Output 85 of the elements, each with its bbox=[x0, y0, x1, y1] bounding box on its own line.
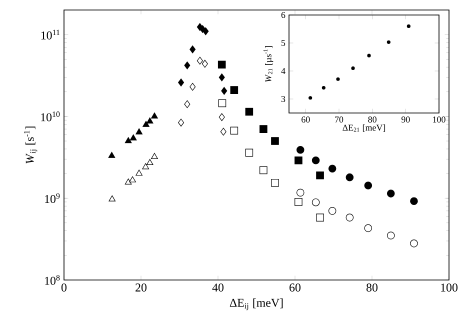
x-tick-label: 100 bbox=[441, 284, 458, 292]
point bbox=[294, 198, 302, 206]
point bbox=[129, 176, 136, 182]
x-tick-label: 90 bbox=[401, 116, 410, 123]
x-tick-label: 60 bbox=[302, 116, 310, 123]
point bbox=[190, 82, 196, 91]
point bbox=[151, 112, 158, 119]
point bbox=[221, 87, 228, 95]
x-tick-label: 40 bbox=[212, 284, 224, 292]
point bbox=[151, 152, 158, 159]
point bbox=[271, 137, 279, 145]
point bbox=[386, 40, 390, 44]
point bbox=[410, 197, 418, 206]
x-tick-label: 100 bbox=[433, 116, 446, 123]
point bbox=[296, 188, 304, 197]
point bbox=[322, 86, 326, 90]
point bbox=[245, 108, 254, 116]
point bbox=[312, 156, 320, 164]
y-axis-title: W$_{ij}$ [s$^{-1}$] bbox=[24, 126, 38, 164]
point bbox=[351, 66, 355, 70]
x-axis-title: ΔE$_{21}$ [meV] bbox=[342, 124, 386, 132]
point bbox=[230, 126, 238, 135]
point bbox=[202, 60, 208, 68]
point bbox=[124, 137, 132, 144]
point bbox=[316, 172, 324, 180]
point bbox=[142, 163, 150, 170]
point bbox=[406, 24, 410, 28]
point bbox=[142, 120, 150, 127]
y-tick-label: 6 bbox=[281, 12, 286, 18]
point bbox=[190, 45, 196, 54]
point bbox=[346, 173, 354, 182]
point bbox=[196, 56, 203, 65]
point bbox=[346, 214, 354, 222]
x-tick-label: 0 bbox=[61, 284, 67, 292]
point bbox=[386, 190, 395, 198]
point bbox=[260, 166, 268, 174]
point bbox=[218, 113, 225, 122]
point bbox=[146, 159, 154, 166]
point bbox=[386, 232, 395, 240]
x-tick-label: 20 bbox=[136, 284, 147, 292]
y-tick-label: 10$^{9}$ bbox=[45, 193, 60, 204]
point bbox=[130, 134, 137, 140]
point bbox=[202, 27, 209, 36]
point bbox=[230, 86, 238, 94]
point bbox=[312, 198, 320, 206]
point bbox=[296, 146, 304, 154]
point bbox=[260, 125, 268, 133]
x-tick-label: 80 bbox=[366, 284, 378, 292]
x-tick-label: 80 bbox=[368, 116, 376, 123]
point bbox=[136, 170, 142, 176]
point bbox=[245, 148, 254, 157]
point bbox=[136, 128, 142, 134]
point bbox=[218, 73, 225, 82]
point bbox=[108, 152, 116, 158]
point bbox=[328, 164, 336, 173]
y-tick-label: 3 bbox=[281, 96, 286, 102]
point bbox=[336, 77, 340, 81]
point bbox=[218, 60, 226, 68]
point bbox=[316, 214, 324, 222]
point bbox=[294, 156, 302, 164]
point bbox=[184, 62, 190, 70]
point bbox=[364, 224, 372, 232]
y-tick-label: 4 bbox=[281, 68, 286, 74]
point bbox=[367, 54, 371, 58]
point bbox=[308, 96, 312, 100]
point bbox=[178, 78, 184, 86]
x-tick-label: 70 bbox=[335, 116, 344, 123]
y-tick-label: 10$^{8}$ bbox=[45, 275, 60, 285]
y-tick-label: 10$^{11}$ bbox=[41, 30, 60, 40]
point bbox=[364, 182, 372, 190]
point bbox=[410, 240, 418, 248]
point bbox=[184, 100, 190, 108]
x-tick-label: 60 bbox=[290, 284, 301, 292]
point bbox=[218, 99, 226, 108]
point bbox=[124, 178, 132, 185]
y-tick-label: 10$^{10}$ bbox=[41, 112, 60, 122]
point bbox=[178, 118, 184, 127]
point bbox=[220, 128, 226, 136]
y-tick-label: 5 bbox=[282, 40, 286, 46]
point bbox=[328, 206, 336, 215]
point bbox=[271, 178, 279, 187]
y-axis-title: W$_{21}$ [µs$^{-1}$] bbox=[263, 46, 274, 82]
point bbox=[108, 195, 116, 202]
x-axis-title: ΔE$_{ij}$ [meV] bbox=[230, 298, 283, 310]
point bbox=[146, 117, 154, 124]
